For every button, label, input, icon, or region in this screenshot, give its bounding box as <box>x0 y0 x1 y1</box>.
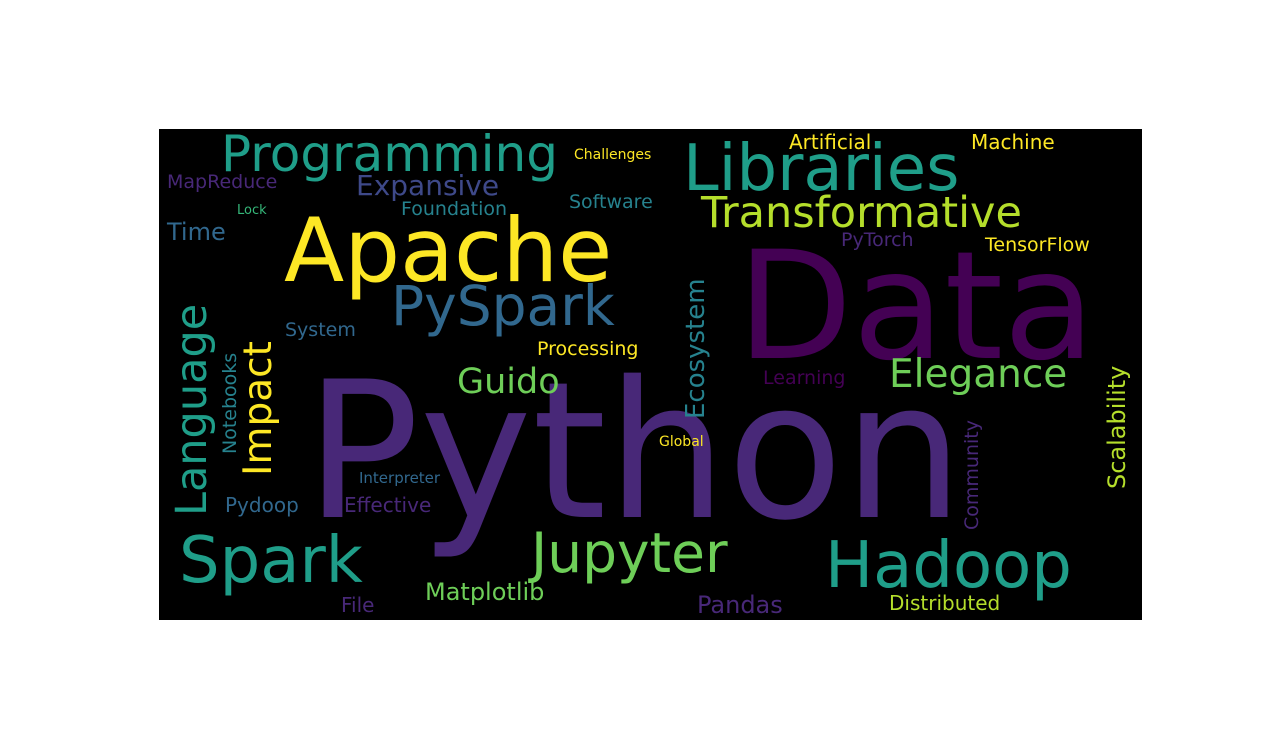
word-spark: Spark <box>179 524 363 598</box>
word-mapreduce: MapReduce <box>167 171 278 193</box>
word-matplotlib: Matplotlib <box>425 578 545 606</box>
word-guido: Guido <box>457 362 560 402</box>
word-pytorch: PyTorch <box>841 229 914 251</box>
word-software: Software <box>569 191 653 213</box>
word-ecosystem: Ecosystem <box>681 278 711 419</box>
word-pandas: Pandas <box>697 591 783 619</box>
word-foundation: Foundation <box>401 198 508 220</box>
word-hadoop: Hadoop <box>825 529 1072 603</box>
word-expansive: Expansive <box>356 169 500 202</box>
word-global: Global <box>659 434 704 450</box>
word-libraries: Libraries <box>683 132 960 206</box>
word-file: File <box>341 593 375 617</box>
word-python: Python <box>305 341 964 562</box>
word-scalability: Scalability <box>1103 365 1131 489</box>
word-system: System <box>285 319 356 341</box>
word-transformative: Transformative <box>701 188 1022 238</box>
word-pydoop: Pydoop <box>225 493 299 517</box>
word-language: Language <box>167 303 217 516</box>
word-elegance: Elegance <box>889 352 1068 397</box>
word-community: Community <box>961 420 983 530</box>
word-impact: Impact <box>236 341 281 476</box>
word-machine: Machine <box>971 130 1055 154</box>
word-tensorflow: TensorFlow <box>985 234 1090 256</box>
word-time: Time <box>167 218 226 246</box>
word-apache: Apache <box>284 199 613 302</box>
word-distributed: Distributed <box>889 591 1001 615</box>
word-learning: Learning <box>763 367 846 389</box>
word-notebooks: Notebooks <box>219 352 241 454</box>
word-interpreter: Interpreter <box>359 469 441 487</box>
word-artificial: Artificial <box>789 130 872 154</box>
word-lock: Lock <box>237 203 267 218</box>
word-data: Data <box>737 220 1096 394</box>
word-processing: Processing <box>537 338 639 360</box>
word-effective: Effective <box>344 493 432 517</box>
word-challenges: Challenges <box>574 147 652 163</box>
word-pyspark: PySpark <box>391 274 615 338</box>
word-cloud: Python Data Apache Libraries Programming… <box>159 129 1142 620</box>
word-jupyter: Jupyter <box>531 521 728 585</box>
word-programming: Programming <box>221 129 558 183</box>
